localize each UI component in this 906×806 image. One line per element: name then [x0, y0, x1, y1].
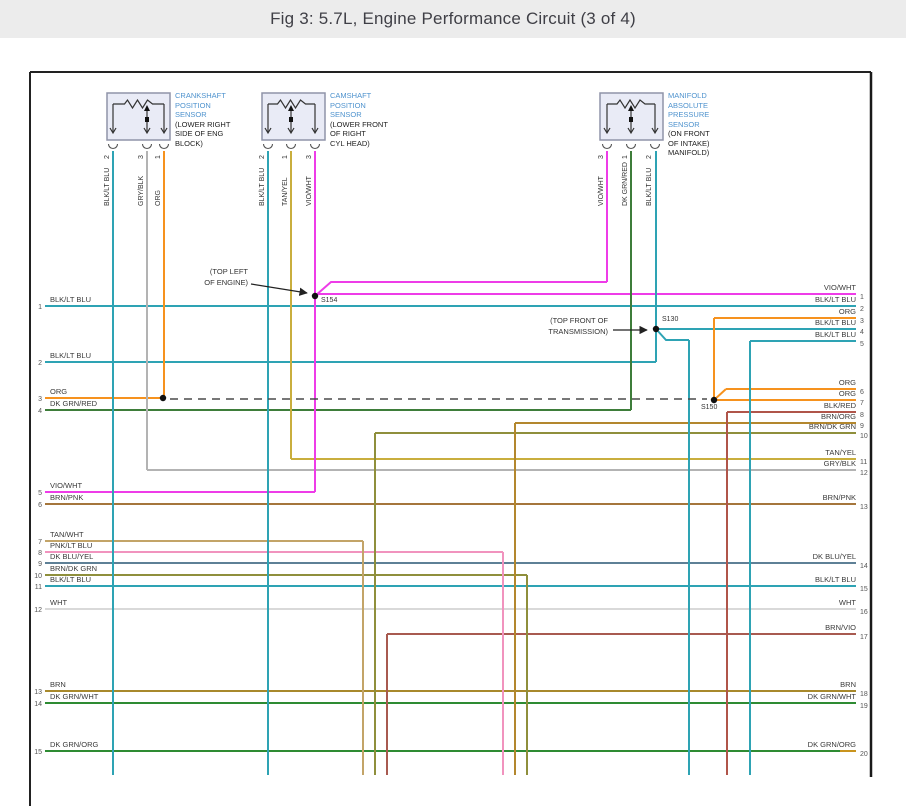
down-arrow-icon: [160, 127, 168, 135]
connector-arc-icon: [285, 143, 297, 150]
down-arrow-icon: [287, 127, 295, 135]
down-arrow-icon: [311, 127, 319, 135]
connector-arc-icon: [141, 143, 153, 150]
connector-arc-icon: [601, 143, 613, 150]
up-arrow-icon: [288, 105, 294, 111]
splice-dot-s150: [710, 396, 718, 404]
connector-arc-icon: [158, 143, 170, 150]
down-arrow-icon: [143, 127, 151, 135]
down-arrow-icon: [264, 127, 272, 135]
up-arrow-icon: [628, 105, 634, 111]
connector-arc-icon: [262, 143, 274, 150]
connector-arc-icon: [107, 143, 119, 150]
connector-arc-icon: [309, 143, 321, 150]
figure-title-bar: Fig 3: 5.7L, Engine Performance Circuit …: [0, 0, 906, 38]
resistor-symbol: [607, 98, 655, 110]
note-arrow-s154: [250, 283, 308, 296]
connector-arc-icon: [625, 143, 637, 150]
splice-dot-s130: [652, 325, 660, 333]
wire-branch-blk-lt-blu: [655, 328, 689, 341]
element-dot: [145, 117, 149, 122]
down-arrow-icon: [651, 127, 659, 135]
up-arrow-icon: [144, 105, 150, 111]
down-arrow-icon: [603, 127, 611, 135]
resistor-symbol: [113, 98, 164, 110]
down-arrow-icon: [627, 127, 635, 135]
wire-branch-vio-wht: [314, 281, 607, 297]
connector-arc-icon: [649, 143, 661, 150]
element-dot: [629, 117, 633, 122]
sensor-box-crankshaft-position-sensor: [106, 92, 171, 141]
element-dot: [289, 117, 293, 122]
resistor-symbol: [268, 98, 315, 110]
splice-dot-s154: [311, 292, 319, 300]
down-arrow-icon: [109, 127, 117, 135]
figure-title: Fig 3: 5.7L, Engine Performance Circuit …: [270, 9, 636, 28]
junction-dot-org: [159, 394, 167, 402]
